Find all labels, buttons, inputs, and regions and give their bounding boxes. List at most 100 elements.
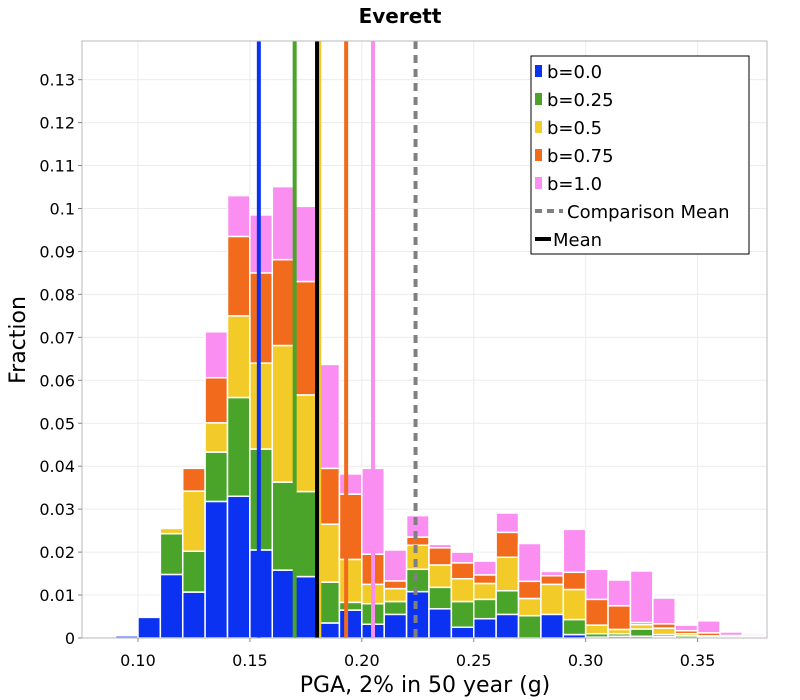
bar-segment-b-1-0: [517, 542, 542, 583]
y-tick-label: 0: [65, 629, 75, 648]
bar-segment-b-0-75: [540, 574, 565, 586]
bar-segment-b-0-25: [450, 600, 475, 629]
bar-segment-b-1-0: [607, 579, 632, 607]
y-tick-label: 0.07: [39, 328, 75, 347]
bar-segment-b-0-75: [249, 272, 274, 364]
bar-segment-b-0-25: [271, 481, 296, 571]
legend-label: b=0.5: [547, 118, 602, 139]
legend-label-mean: Mean: [553, 230, 602, 251]
bar-segment-b-0-0: [137, 616, 162, 639]
bar-segment-b-0-0: [540, 613, 565, 639]
bar-segment-b-0-75: [271, 258, 296, 347]
bar-segment-b-1-0: [204, 331, 229, 379]
bar-segment-b-0-5: [226, 315, 251, 399]
y-tick-label: 0.04: [39, 457, 75, 476]
legend-swatch: [535, 121, 542, 133]
x-tick-label: 0.25: [456, 651, 492, 670]
bar-segment-b-0-25: [159, 532, 184, 576]
bar-segment-b-0-5: [517, 597, 542, 617]
mean-lines-layer: [256, 41, 418, 638]
bar-segment-b-0-75: [293, 280, 318, 396]
bar-segment-b-0-5: [562, 588, 587, 621]
y-tick-label: 0.06: [39, 371, 75, 390]
bars-layer: [92, 185, 766, 639]
bar-segment-b-0-0: [450, 626, 475, 639]
bar-segment-b-0-75: [584, 598, 609, 626]
y-tick-label: 0.12: [39, 114, 75, 133]
y-tick-label: 0.05: [39, 414, 75, 433]
bar-segment-b-0-5: [249, 362, 274, 450]
bar-segment-b-0-5: [584, 624, 609, 635]
legend-label: b=0.75: [547, 146, 614, 167]
bar-segment-b-0-25: [405, 568, 430, 593]
bar-segment-b-0-25: [629, 628, 654, 638]
y-tick-label: 0.11: [39, 157, 75, 176]
legend-swatch: [535, 65, 542, 77]
chart-title: Everett: [359, 4, 442, 28]
bar-segment-b-0-0: [249, 549, 274, 639]
bar-segment-b-0-5: [495, 556, 520, 592]
bar-segment-b-0-5: [405, 544, 430, 571]
bar-segment-b-1-0: [428, 543, 453, 549]
bar-segment-b-0-75: [517, 580, 542, 600]
plot-frame: [81, 40, 768, 639]
bar-segment-b-0-0: [271, 569, 296, 639]
bar-segment-b-0-5: [472, 582, 497, 601]
bar-segment-b-0-25: [562, 618, 587, 636]
bar-segment-b-1-0: [450, 551, 475, 564]
y-tick-label: 0.13: [39, 71, 75, 90]
bar-segment-b-0-5: [652, 627, 676, 636]
bar-segment-b-1-0: [540, 570, 565, 577]
bar-segment-b-0-25: [181, 550, 206, 593]
bar-segment-b-0-25: [383, 600, 408, 616]
x-tick-label: 0.35: [680, 651, 716, 670]
bar-segment-b-0-5: [293, 394, 318, 493]
x-tick-label: 0.10: [120, 651, 156, 670]
bar-segment-b-0-0: [226, 495, 251, 639]
legend-box: [530, 55, 750, 255]
x-axis-title: PGA, 2% in 50 year (g): [300, 673, 551, 698]
x-tick-label: 0.15: [232, 651, 268, 670]
bar-segment-b-0-75: [405, 536, 430, 546]
bar-segment-b-0-0: [428, 608, 453, 639]
bar-segment-b-0-0: [204, 500, 229, 639]
bar-segment-b-1-0: [405, 514, 430, 538]
bar-segment-b-0-75: [383, 580, 408, 590]
bar-segment-b-0-25: [226, 396, 251, 498]
legend-label-comparison-mean: Comparison Mean: [567, 202, 730, 223]
bar-segment-b-1-0: [271, 185, 296, 261]
bar-segment-b-0-75: [562, 571, 587, 591]
bar-segment-b-0-0: [495, 613, 520, 639]
bar-segment-b-0-0: [338, 609, 363, 639]
bar-segment-b-0-0: [293, 575, 318, 639]
x-tick-label: 0.20: [344, 651, 380, 670]
y-tick-label: 0.08: [39, 285, 75, 304]
legend-label: b=1.0: [547, 174, 602, 195]
bar-segment-b-1-0: [629, 570, 654, 624]
bar-segment-b-0-5: [338, 558, 363, 604]
y-tick-label: 0.02: [39, 543, 75, 562]
legend: b=0.0 b=0.25 b=0.5 b=0.75 b=1.0 Comparison Me…: [530, 55, 750, 255]
bar-segment-b-1-0: [719, 631, 744, 637]
bar-segment-b-0-5: [428, 564, 453, 589]
bar-segment-b-0-25: [428, 586, 453, 610]
bar-segment-b-0-0: [405, 590, 430, 639]
legend-label: b=0.25: [547, 90, 614, 111]
bar-segment-b-0-75: [204, 376, 229, 424]
bar-segment-b-0-5: [271, 344, 296, 483]
bar-segment-b-0-25: [472, 598, 497, 620]
bar-segment-b-0-5: [204, 422, 229, 453]
bar-segment-b-1-0: [338, 473, 363, 495]
y-tick-label: 0.03: [39, 500, 75, 519]
bar-segment-b-0-75: [607, 605, 632, 631]
bar-segment-b-0-0: [472, 617, 497, 639]
bar-segment-b-1-0: [741, 633, 766, 637]
bar-segment-b-0-25: [293, 490, 318, 578]
bar-segment-b-1-0: [472, 560, 497, 576]
bar-segment-b-0-75: [226, 235, 251, 317]
bar-segment-b-0-25: [249, 448, 274, 551]
bar-segment-b-0-25: [495, 590, 520, 616]
x-tick-label: 0.30: [568, 651, 604, 670]
bar-segment-b-1-0: [562, 528, 587, 574]
bar-segment-b-0-0: [159, 573, 184, 639]
